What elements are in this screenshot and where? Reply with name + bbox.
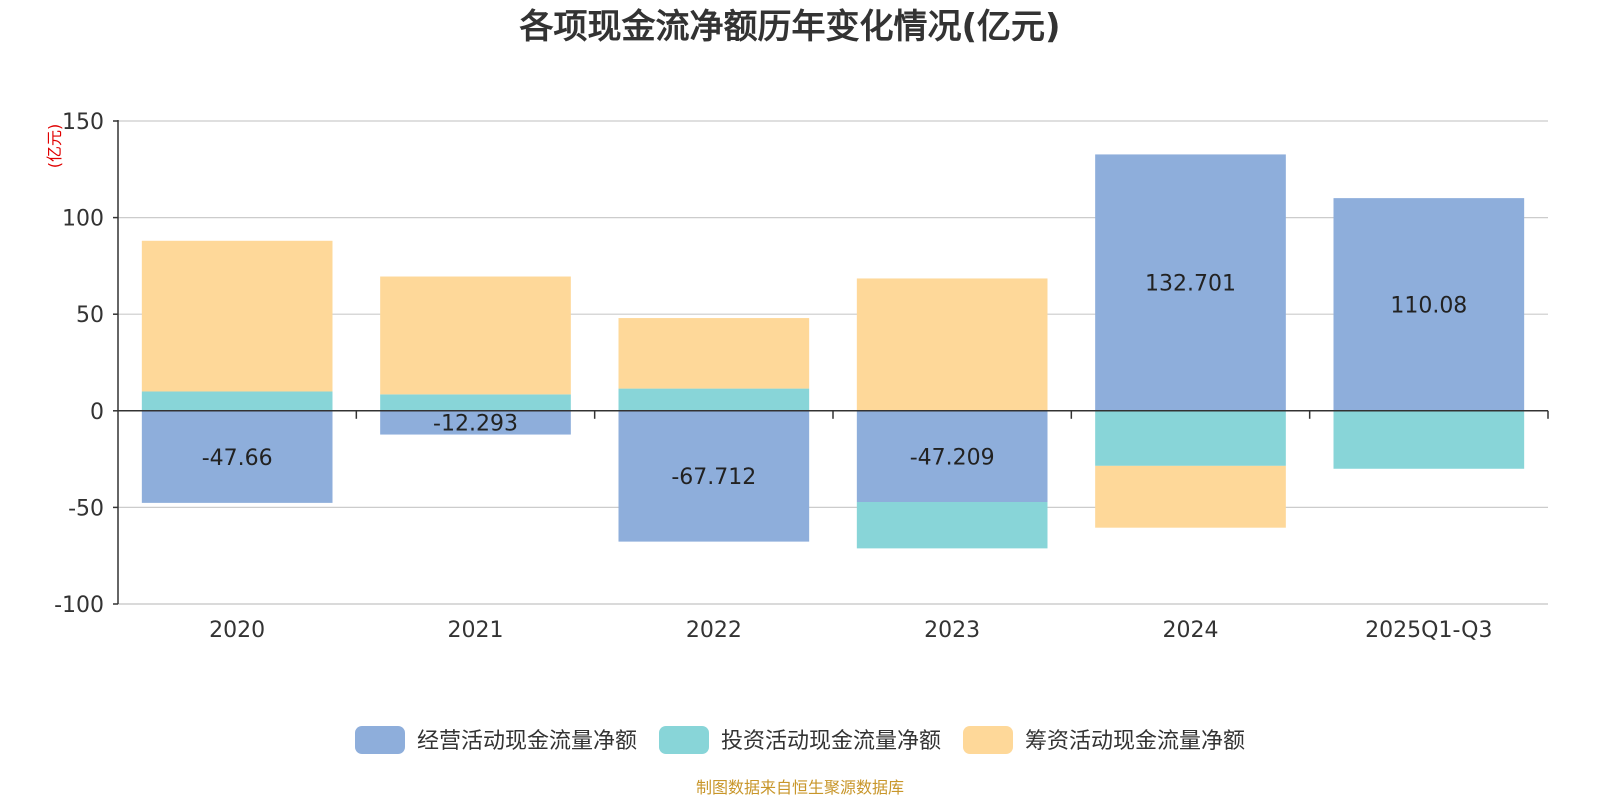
x-category-label: 2023	[924, 618, 980, 643]
bar-segment	[856, 410, 1048, 503]
y-axis-unit-label: (亿元)	[45, 124, 64, 169]
data-label: -12.293	[433, 412, 518, 437]
data-label: -47.209	[910, 445, 995, 470]
bar-segment	[141, 240, 333, 392]
y-tick-label: 100	[62, 207, 104, 232]
x-category-label: 2022	[686, 618, 742, 643]
x-category-label: 2025Q1-Q3	[1365, 618, 1492, 643]
legend-swatch	[659, 726, 709, 754]
bar-segment	[618, 410, 810, 542]
bar-segment	[380, 276, 571, 395]
source-note: 制图数据来自恒生聚源数据库	[696, 778, 904, 797]
y-tick-label: 150	[62, 110, 104, 135]
bar-segment	[856, 502, 1048, 549]
bar-segment	[1333, 410, 1525, 469]
y-tick-label: -100	[54, 593, 104, 618]
bar-segment	[1333, 198, 1525, 411]
data-label: 110.08	[1390, 293, 1467, 318]
y-tick-label: 0	[90, 400, 104, 425]
bar-segment	[856, 278, 1048, 411]
legend-swatch	[355, 726, 405, 754]
bar-segment	[618, 388, 810, 411]
legend-label: 经营活动现金流量净额	[417, 729, 637, 754]
bar-segment	[618, 318, 810, 389]
bar-segment	[380, 394, 571, 411]
data-label: 132.701	[1145, 272, 1236, 297]
bar-segment	[1095, 465, 1286, 528]
legend: 经营活动现金流量净额 投资活动现金流量净额 筹资活动现金流量净额	[355, 726, 1245, 754]
x-category-label: 2020	[209, 618, 265, 643]
bar-segment	[141, 391, 333, 411]
data-label: -67.712	[671, 465, 756, 490]
legend-label: 筹资活动现金流量净额	[1025, 729, 1245, 754]
data-label: -47.66	[202, 446, 273, 471]
x-category-label: 2021	[448, 618, 504, 643]
legend-swatch	[963, 726, 1013, 754]
x-category-label: 2024	[1163, 618, 1219, 643]
bar-segment	[141, 410, 333, 503]
bar-segment	[380, 410, 571, 435]
bars-group	[141, 154, 1525, 549]
axes-group: 150 100 50 0 -50 -100 2020 2021 2022 2023 2024 2025…	[54, 110, 1549, 643]
chart-title: 各项现金流净额历年变化情况(亿元)	[519, 7, 1060, 47]
bar-segment	[1095, 154, 1286, 411]
bar-segment	[1095, 410, 1286, 466]
y-tick-label: -50	[68, 496, 104, 521]
legend-label: 投资活动现金流量净额	[721, 729, 941, 754]
y-tick-label: 50	[76, 303, 104, 328]
data-labels-group: -47.66 -12.293 -67.712 -47.209 132.701 110.08	[202, 272, 1468, 491]
